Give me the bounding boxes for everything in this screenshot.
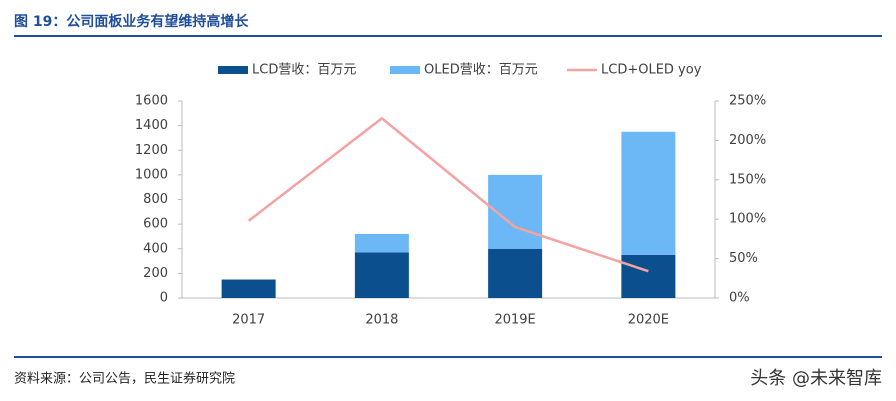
y-tick-label: 1000 [135,167,168,182]
y2-tick-label: 150% [729,172,766,187]
bar [354,252,409,298]
line [247,116,649,273]
y-tick-label: 200 [143,266,168,281]
legend-label: LCD营收：百万元 [252,63,356,78]
y2-tick-label: 100% [729,212,766,227]
y-tick-label: 400 [143,241,168,256]
bar [621,131,676,255]
y-tick-label: 800 [143,192,168,207]
bar [488,248,543,298]
bar [621,254,676,298]
y-tick-label: 1600 [135,94,168,109]
x-tick-label: 2020E [628,313,669,328]
y2-tick-label: 250% [729,94,766,109]
y-tick-label: 0 [160,291,168,306]
chart-title: 图 19：公司面板业务有望维持高增长 [14,13,249,30]
x-tick-label: 2017 [232,313,265,328]
y2-tick-label: 50% [729,251,758,266]
legend-label: LCD+OLED yoy [601,63,702,78]
legend-swatch [390,66,420,74]
legend-swatch [218,66,248,74]
bar [221,279,276,298]
y-tick-label: 1200 [135,143,168,158]
y-tick-label: 1400 [135,118,168,133]
y2-tick-label: 200% [729,133,766,148]
y2-tick-label: 0% [729,291,750,306]
x-tick-label: 2018 [365,313,398,328]
y-tick-label: 600 [143,217,168,232]
bar [354,233,409,253]
legend-label: OLED营收：百万元 [424,63,538,78]
watermark: 头条 @未来智库 [750,368,882,389]
x-tick-label: 2019E [494,313,535,328]
source: 资料来源：公司公告，民生证券研究院 [14,371,235,387]
